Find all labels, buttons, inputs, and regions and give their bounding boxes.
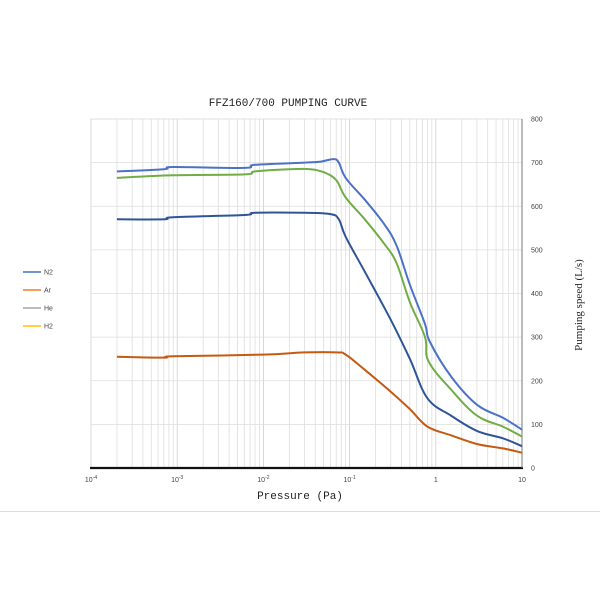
y-tick-label: 100 xyxy=(531,422,543,429)
x-tick-label: 10-2 xyxy=(257,475,269,484)
series-line xyxy=(116,211,523,448)
y-tick-label: 500 xyxy=(531,247,543,254)
x-tick-label: 10-4 xyxy=(85,475,97,484)
legend-label: He xyxy=(44,306,53,313)
y-tick-label: 400 xyxy=(531,291,543,298)
y-tick-label: 800 xyxy=(531,117,543,124)
y-tick-label: 700 xyxy=(531,160,543,167)
y-tick-label: 600 xyxy=(531,204,543,211)
grid xyxy=(90,119,522,468)
legend-item: He xyxy=(23,306,53,313)
series-lines xyxy=(116,158,523,454)
bottom-divider xyxy=(0,511,600,512)
legend-item: N2 xyxy=(23,270,53,277)
x-tick-label: 10 xyxy=(518,477,526,484)
x-tick-labels: 10-4 10-3 10-2 10-1 1 10 xyxy=(85,475,526,484)
x-tick-label: 10-1 xyxy=(343,475,355,484)
chart-title: FFZ160/700 PUMPING CURVE xyxy=(209,98,368,110)
series-line xyxy=(116,167,523,438)
legend-label: H2 xyxy=(44,324,53,331)
x-axis-label: Pressure (Pa) xyxy=(257,491,343,503)
y-tick-label: 0 xyxy=(531,466,535,473)
legend-label: Ar xyxy=(44,288,52,295)
legend-item: H2 xyxy=(23,324,53,331)
y-axis-label: Pumping speed (L/s) xyxy=(573,259,585,351)
legend-label: N2 xyxy=(44,270,53,277)
y-tick-label: 200 xyxy=(531,378,543,385)
series-line xyxy=(116,158,523,431)
series-line xyxy=(116,351,523,454)
legend-item: Ar xyxy=(23,288,52,295)
y-tick-labels: 0 100 200 300 400 500 600 700 800 xyxy=(531,117,543,473)
x-tick-label: 1 xyxy=(434,477,438,484)
y-tick-label: 300 xyxy=(531,335,543,342)
x-tick-label: 10-3 xyxy=(171,475,183,484)
legend: N2 Ar He H2 xyxy=(23,270,53,331)
